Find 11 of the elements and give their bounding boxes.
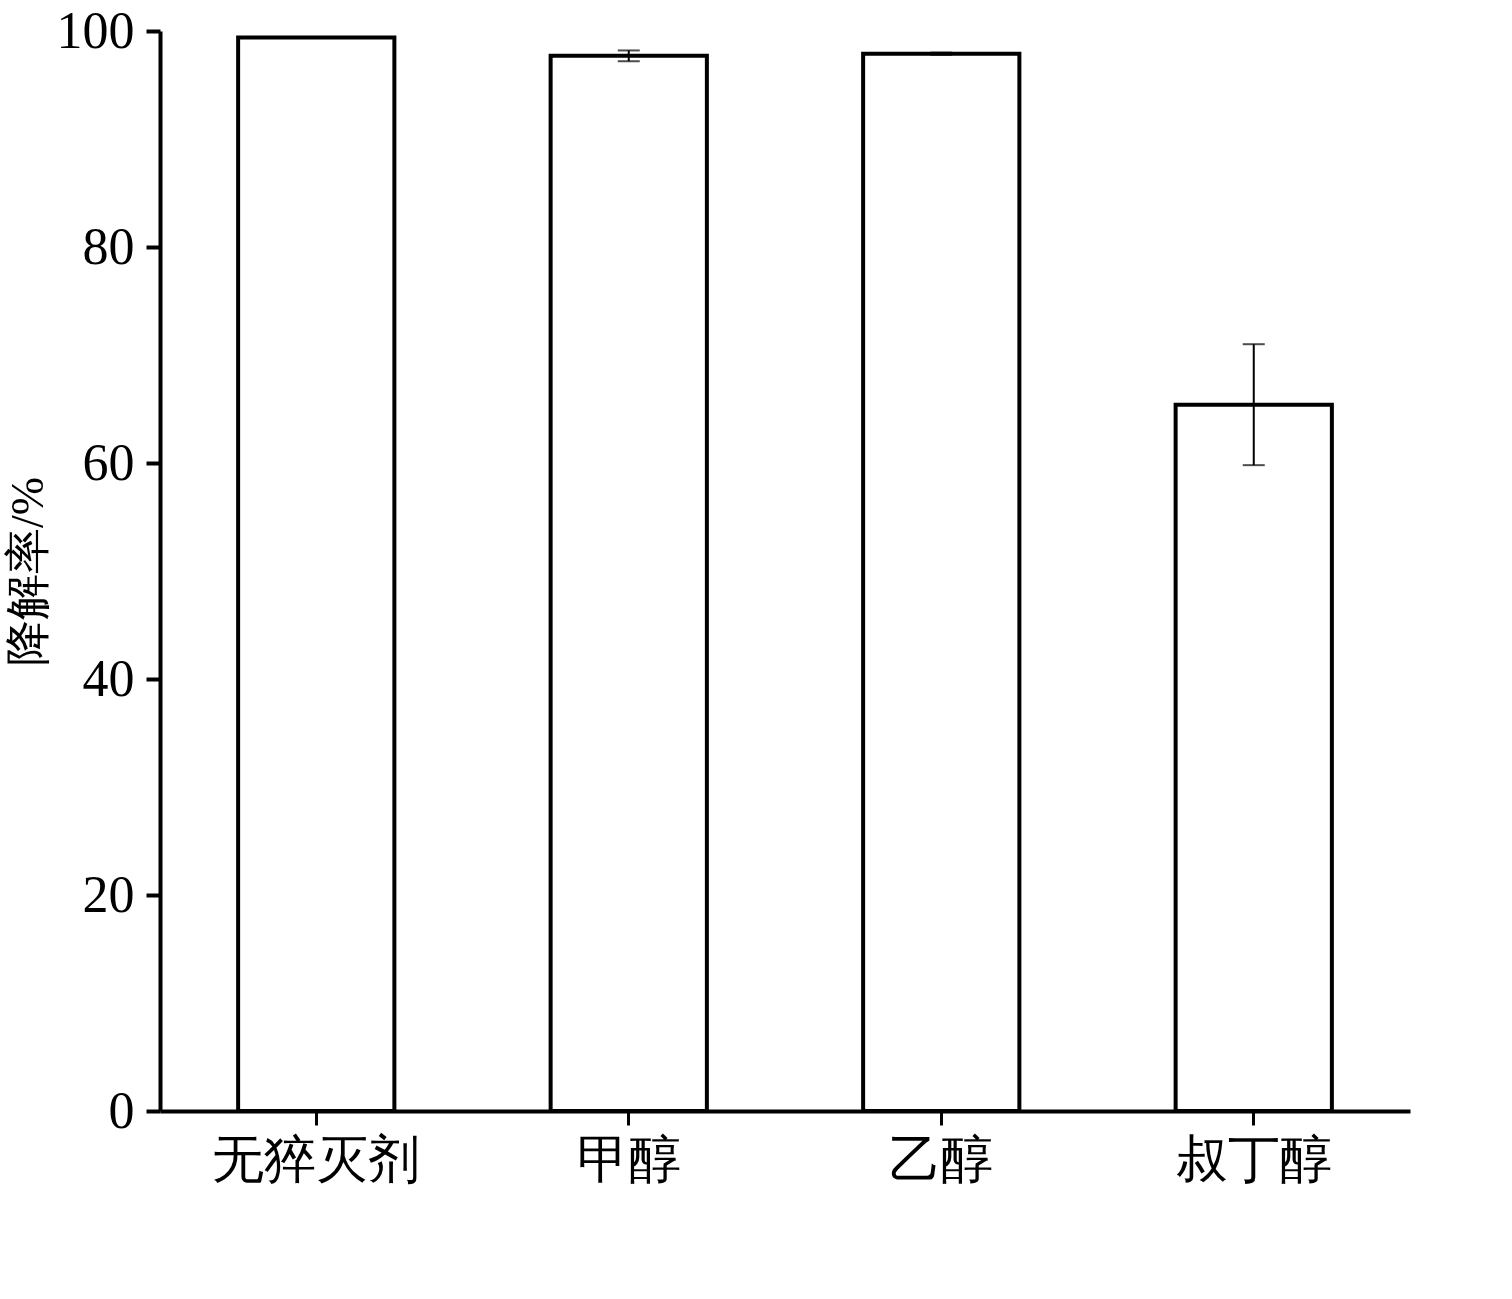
y-tick-label: 0: [108, 1081, 135, 1139]
y-axis-title: 降解率/%: [1, 476, 53, 667]
x-tick-label: 乙醇: [889, 1130, 994, 1188]
y-tick-label: 60: [82, 433, 135, 491]
y-tick-label: 20: [82, 865, 135, 923]
x-tick-label: 无猝灭剂: [212, 1130, 421, 1188]
y-tick-label: 100: [56, 1, 135, 59]
y-tick-label: 80: [82, 217, 135, 275]
x-tick-label: 甲醇: [576, 1130, 681, 1188]
y-tick-label: 40: [82, 649, 135, 707]
x-tick-label: 叔丁醇: [1175, 1130, 1332, 1188]
